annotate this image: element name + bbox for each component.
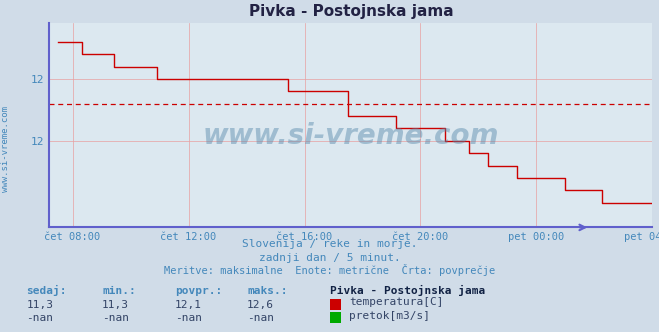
Text: sedaj:: sedaj:	[26, 285, 67, 296]
Text: 12,6: 12,6	[247, 300, 274, 310]
Text: www.si-vreme.com: www.si-vreme.com	[203, 122, 499, 149]
Text: -nan: -nan	[26, 313, 53, 323]
Title: Pivka - Postojnska jama: Pivka - Postojnska jama	[248, 4, 453, 19]
Text: 11,3: 11,3	[26, 300, 53, 310]
Text: Pivka - Postojnska jama: Pivka - Postojnska jama	[330, 285, 485, 296]
Text: 12,1: 12,1	[175, 300, 202, 310]
Text: -nan: -nan	[102, 313, 129, 323]
Text: zadnji dan / 5 minut.: zadnji dan / 5 minut.	[258, 253, 401, 263]
Text: maks.:: maks.:	[247, 286, 287, 296]
Text: 11,3: 11,3	[102, 300, 129, 310]
Text: temperatura[C]: temperatura[C]	[349, 297, 444, 307]
Text: Slovenija / reke in morje.: Slovenija / reke in morje.	[242, 239, 417, 249]
Text: www.si-vreme.com: www.si-vreme.com	[1, 106, 10, 193]
Text: -nan: -nan	[175, 313, 202, 323]
Text: pretok[m3/s]: pretok[m3/s]	[349, 311, 430, 321]
Text: povpr.:: povpr.:	[175, 286, 222, 296]
Text: -nan: -nan	[247, 313, 274, 323]
Text: min.:: min.:	[102, 286, 136, 296]
Text: Meritve: maksimalne  Enote: metrične  Črta: povprečje: Meritve: maksimalne Enote: metrične Črta…	[164, 264, 495, 276]
